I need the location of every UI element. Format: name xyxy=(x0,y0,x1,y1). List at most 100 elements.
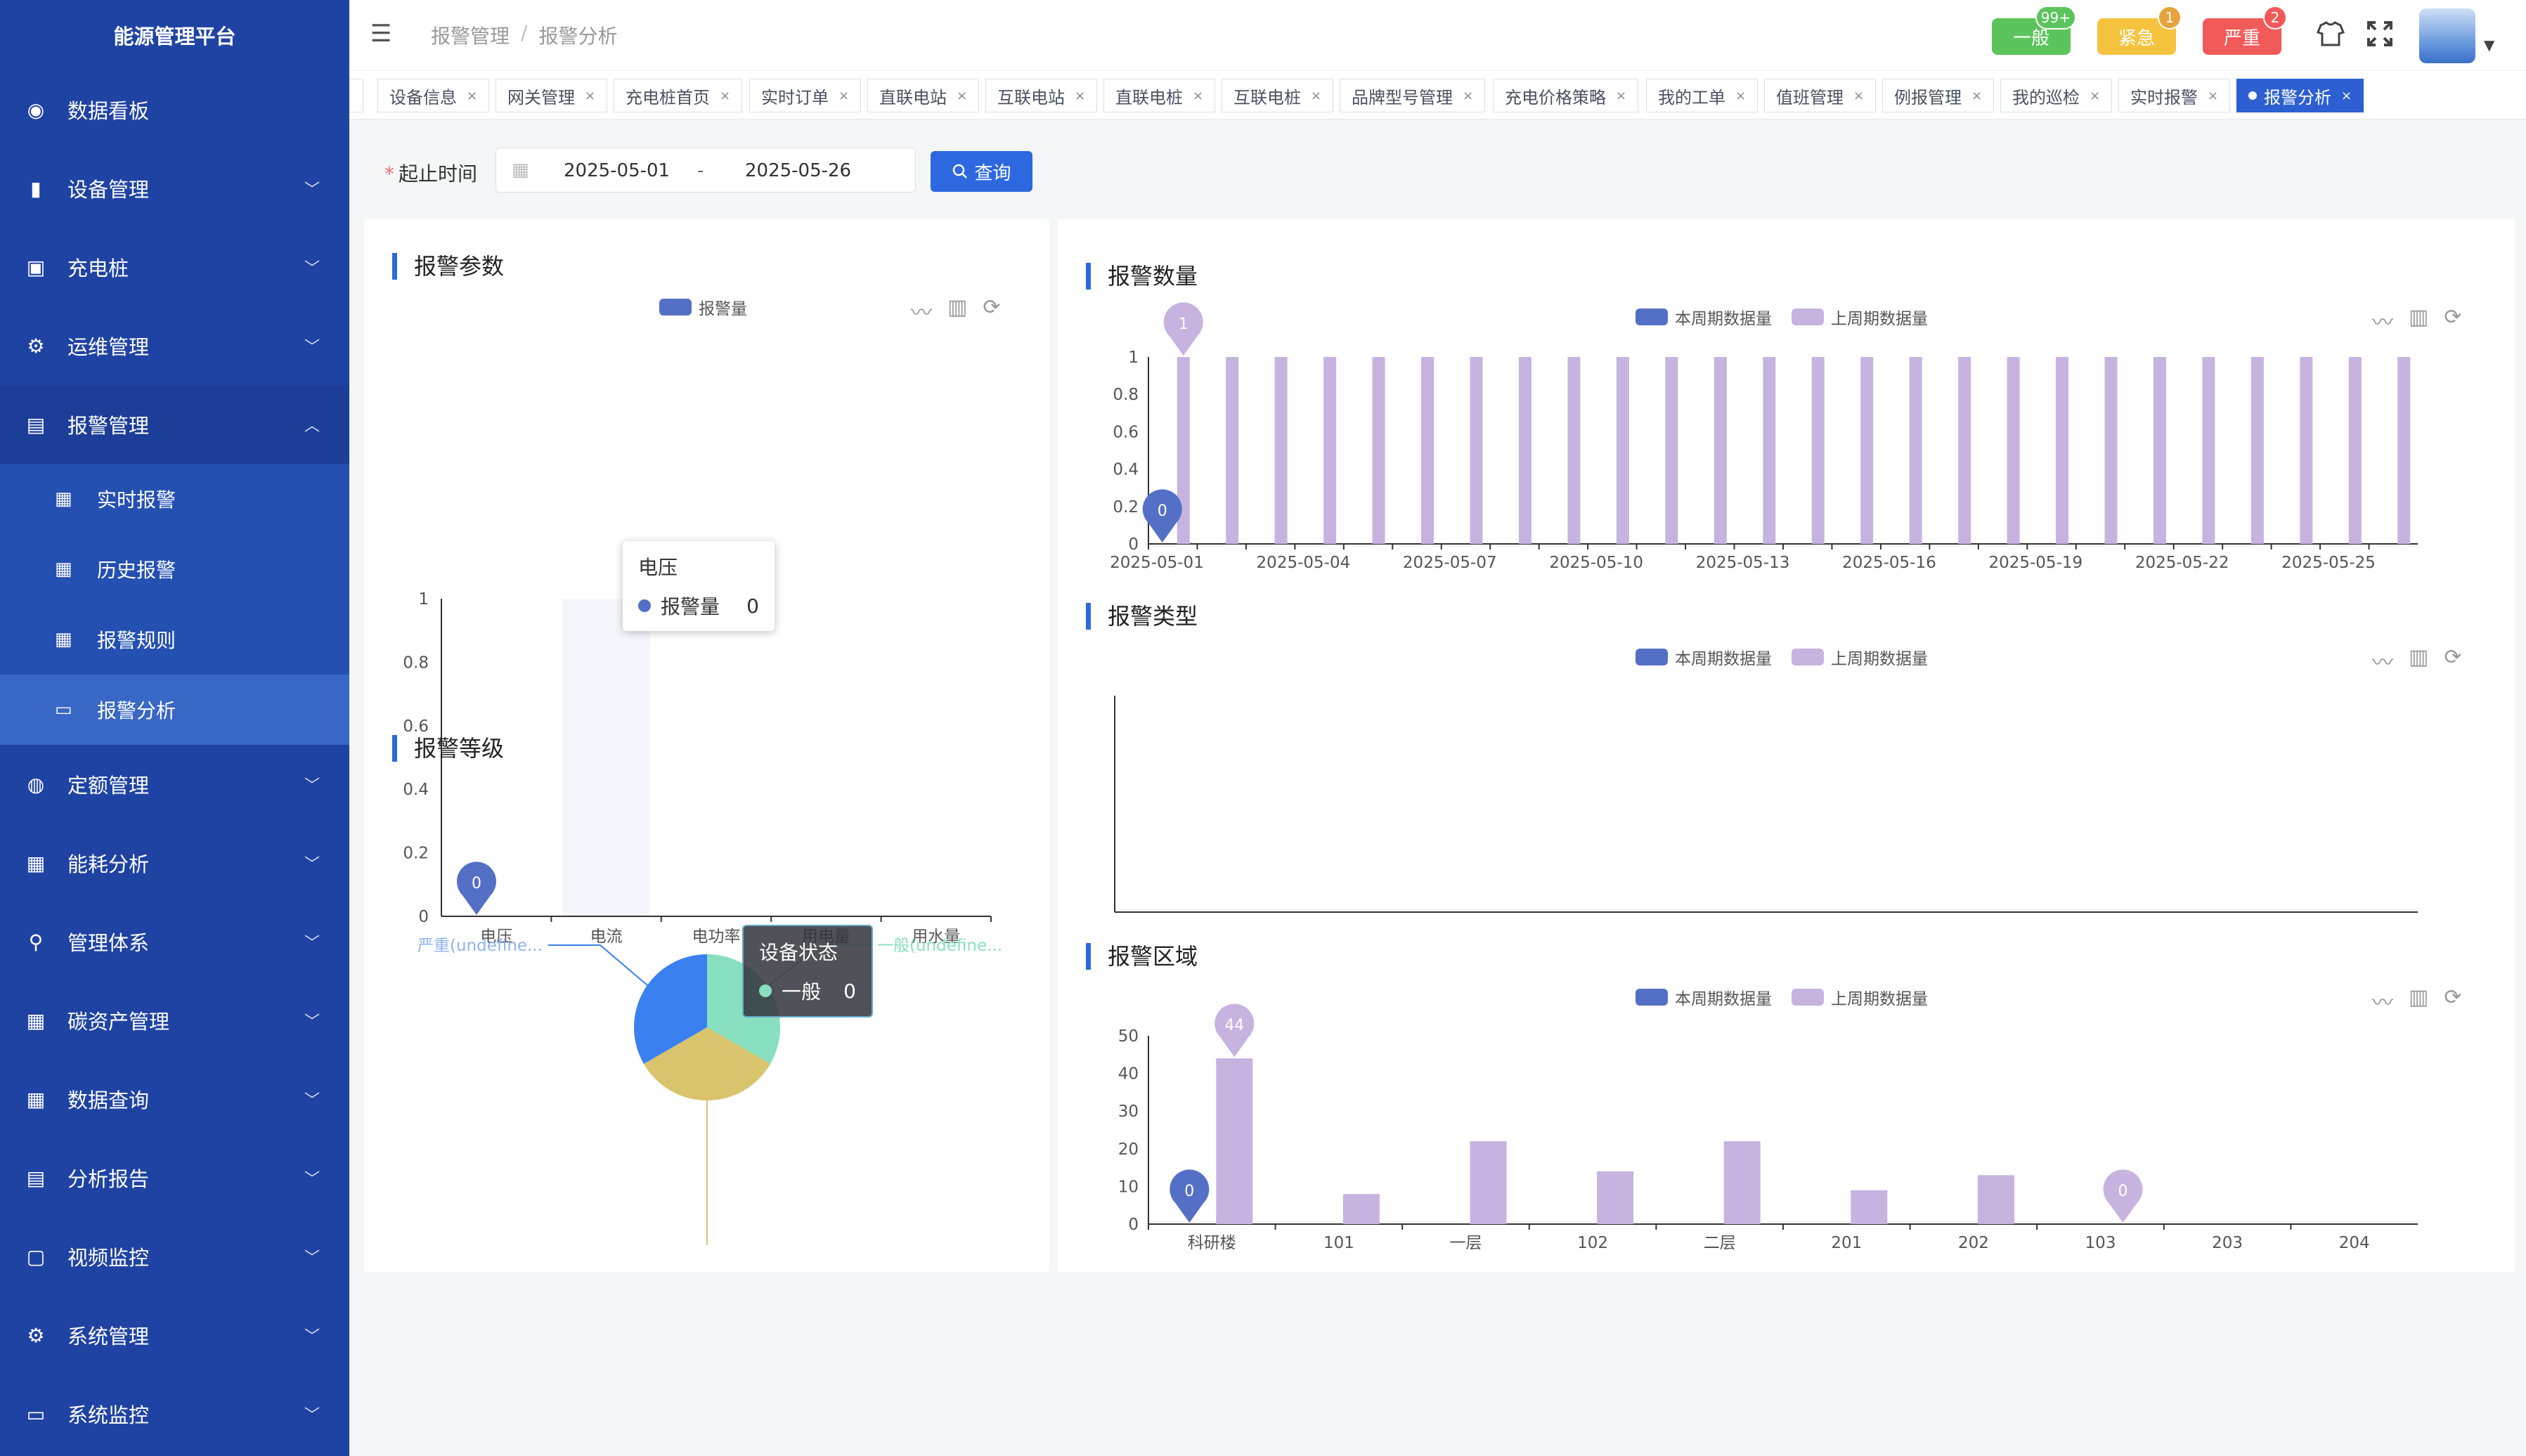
menu-toggle-icon[interactable]: ☰ xyxy=(370,20,392,48)
tab-item[interactable]: 网关管理 × xyxy=(496,79,608,112)
sidebar-item[interactable]: ▦ 碳资产管理 ﹀ xyxy=(0,981,349,1060)
sidebar-subitem[interactable]: ▦ 报警规则 xyxy=(0,604,349,675)
bar xyxy=(1274,357,1288,544)
x-tick-label: 203 xyxy=(2212,1234,2243,1252)
chevron-down-icon: ﹀ xyxy=(304,181,320,199)
tab-item[interactable]: 设备信息 × xyxy=(377,79,490,112)
line-chart-icon[interactable]: 〰 xyxy=(911,301,932,325)
close-icon[interactable]: × xyxy=(1735,88,1747,103)
refresh-icon[interactable]: ⟳ xyxy=(2444,305,2462,330)
hover-shade xyxy=(562,599,650,916)
sidebar-item[interactable]: ▮ 设备管理 ﹀ xyxy=(0,149,349,228)
tab-item[interactable]: 互联电站 × xyxy=(985,79,1098,112)
sidebar-item[interactable]: ▦ 数据查询 ﹀ xyxy=(0,1060,349,1138)
bar-chart-icon[interactable]: ▥ xyxy=(2409,645,2429,670)
close-icon[interactable]: × xyxy=(585,88,596,103)
sidebar-item-label: 管理体系 xyxy=(67,931,150,955)
sidebar-item-label: 充电桩 xyxy=(67,256,129,280)
tab-item[interactable]: 实时报警 × xyxy=(2118,79,2231,112)
alarm-urgent-label: 紧急 xyxy=(2118,27,2155,49)
bar xyxy=(1177,357,1190,544)
line-chart-icon[interactable]: 〰 xyxy=(2372,991,2393,1015)
sidebar-item[interactable]: ⚙ 运维管理 ﹀ xyxy=(0,306,349,385)
sidebar-item[interactable]: ▣ 充电桩 ﹀ xyxy=(0,228,349,306)
tab-item[interactable]: 例报管理 × xyxy=(1882,79,1995,112)
sidebar-item[interactable]: ▦ 能耗分析 ﹀ xyxy=(0,824,349,902)
tab-item[interactable]: 充电价格策略 × xyxy=(1493,79,1639,112)
sidebar-item[interactable]: ⚲ 管理体系 ﹀ xyxy=(0,902,349,981)
close-icon[interactable]: × xyxy=(957,88,968,103)
close-icon[interactable]: × xyxy=(2208,88,2219,103)
close-icon[interactable]: × xyxy=(1853,88,1865,103)
y-tick-label: 0.6 xyxy=(403,717,429,736)
bar-chart-icon[interactable]: ▥ xyxy=(2409,305,2429,330)
sidebar-item[interactable]: ▤ 分析报告 ﹀ xyxy=(0,1138,349,1217)
bar-chart-icon[interactable]: ▥ xyxy=(2409,985,2429,1010)
tab-item[interactable]: 直联电桩 × xyxy=(1103,79,1216,112)
count-legend[interactable]: 本周期数据量 上周期数据量 xyxy=(1636,305,1941,329)
tab-item[interactable]: 我的工单 × xyxy=(1646,79,1759,112)
query-label: 查询 xyxy=(974,162,1011,184)
line-chart-icon[interactable]: 〰 xyxy=(2372,311,2393,335)
area-legend[interactable]: 本周期数据量 上周期数据量 xyxy=(1636,985,1941,1009)
close-icon[interactable]: × xyxy=(720,88,731,103)
theme-shirt-icon[interactable] xyxy=(2315,18,2346,56)
tab-item[interactable]: 报警分析 × xyxy=(2236,79,2364,112)
query-button[interactable]: 查询 xyxy=(931,151,1032,192)
sidebar-item[interactable]: ◉ 数据看板 xyxy=(0,70,349,149)
chevron-down-icon: ﹀ xyxy=(304,1013,320,1031)
close-icon[interactable]: × xyxy=(1971,88,1983,103)
sidebar-item[interactable]: ⚙ 系统管理 ﹀ xyxy=(0,1296,349,1374)
type-title: 报警类型 xyxy=(1086,603,1198,630)
refresh-icon[interactable]: ⟳ xyxy=(2444,985,2462,1010)
bar-chart-icon[interactable]: ▥ xyxy=(947,295,968,320)
tab-item[interactable]: 我的巡检 × xyxy=(2000,79,2113,112)
active-dot-icon xyxy=(2248,91,2257,100)
alarm-urgent-button[interactable]: 紧急 1 xyxy=(2097,6,2182,55)
sidebar-subitem[interactable]: ▦ 历史报警 xyxy=(0,534,349,604)
close-icon[interactable]: × xyxy=(1311,88,1322,103)
caret-down-icon[interactable]: ▼ xyxy=(2484,37,2495,53)
tab-overflow[interactable] xyxy=(349,79,363,112)
date-range-picker[interactable]: ▦ 2025-05-01 - 2025-05-26 xyxy=(496,148,916,193)
close-icon[interactable]: × xyxy=(838,88,850,103)
sidebar-subitem[interactable]: ▦ 实时报警 xyxy=(0,464,349,534)
tab-label: 互联电桩 xyxy=(1233,87,1301,108)
line-chart-icon[interactable]: 〰 xyxy=(2372,651,2393,675)
pie-slice xyxy=(634,954,707,1064)
bar xyxy=(1958,357,1971,544)
y-tick-label: 20 xyxy=(1118,1140,1139,1159)
calendar-icon: ▦ xyxy=(512,160,529,181)
sidebar-item[interactable]: ▭ 系统监控 ﹀ xyxy=(0,1374,349,1453)
close-icon[interactable]: × xyxy=(1193,88,1204,103)
sidebar-item[interactable]: ▤ 报警管理 ︿ xyxy=(0,385,349,464)
sidebar-item[interactable]: ▢ 视频监控 ﹀ xyxy=(0,1217,349,1296)
tab-label: 互联电站 xyxy=(997,87,1065,108)
refresh-icon[interactable]: ⟳ xyxy=(983,295,1001,320)
sidebar-item[interactable]: ◍ 定额管理 ﹀ xyxy=(0,745,349,824)
close-icon[interactable]: × xyxy=(2090,88,2101,103)
tab-item[interactable]: 值班管理 × xyxy=(1764,79,1877,112)
tab-item[interactable]: 互联电桩 × xyxy=(1222,79,1334,112)
alarm-general-button[interactable]: 一般 99+ xyxy=(1992,6,2076,55)
tab-item[interactable]: 直联电站 × xyxy=(867,79,980,112)
end-date-input[interactable]: 2025-05-26 xyxy=(745,160,852,181)
alarm-severe-button[interactable]: 严重 2 xyxy=(2203,6,2287,55)
avatar[interactable] xyxy=(2419,8,2475,63)
start-date-input[interactable]: 2025-05-01 xyxy=(564,160,671,181)
close-icon[interactable]: × xyxy=(1616,88,1627,103)
type-legend[interactable]: 本周期数据量 上周期数据量 xyxy=(1636,645,1941,669)
tab-item[interactable]: 实时订单 × xyxy=(749,79,862,112)
tab-item[interactable]: 充电桩首页 × xyxy=(614,79,743,112)
close-icon[interactable]: × xyxy=(467,88,478,103)
tab-item[interactable]: 品牌型号管理 × xyxy=(1340,79,1486,112)
fullscreen-icon[interactable] xyxy=(2364,18,2395,56)
close-icon[interactable]: × xyxy=(2341,88,2352,103)
close-icon[interactable]: × xyxy=(1463,88,1474,103)
sidebar-subitem[interactable]: ▭ 报警分析 xyxy=(0,675,349,745)
table-icon: ▦ xyxy=(55,488,72,509)
close-icon[interactable]: × xyxy=(1075,88,1086,103)
params-legend[interactable]: 报警量 xyxy=(659,295,747,319)
breadcrumb-item[interactable]: 报警管理 xyxy=(431,25,510,48)
refresh-icon[interactable]: ⟳ xyxy=(2444,645,2462,670)
